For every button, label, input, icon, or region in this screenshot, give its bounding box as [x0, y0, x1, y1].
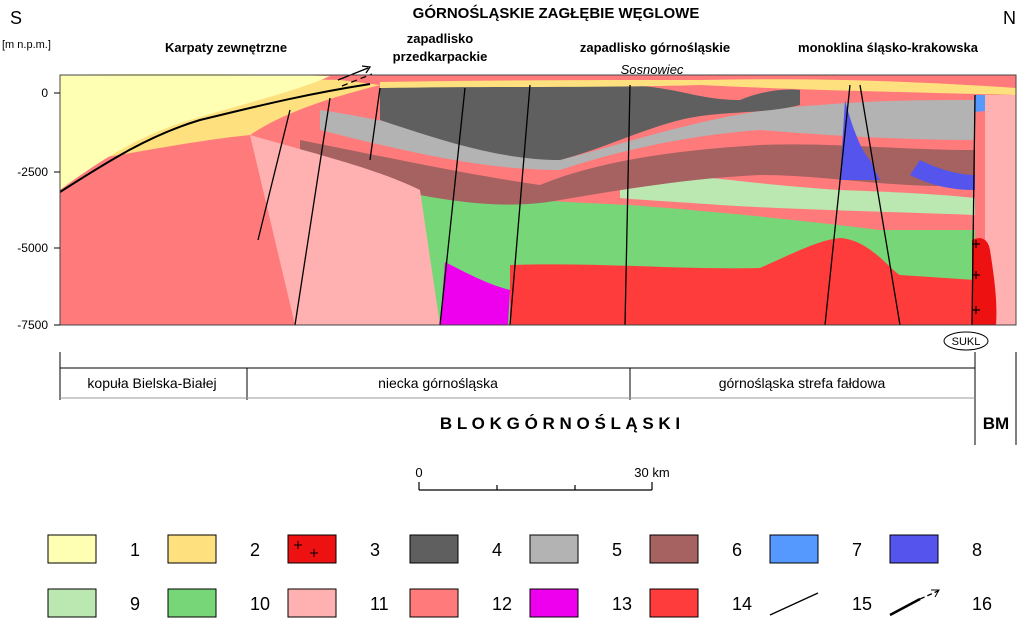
layer-13 [440, 262, 510, 325]
legend-number: 9 [130, 594, 140, 614]
y-tick-label: 0 [41, 86, 48, 100]
legend-item: 15 [769, 592, 872, 616]
legend-item: 1 [47, 534, 140, 564]
y-axis: 0 -2500 -5000 -7500 [17, 86, 60, 332]
y-tick-label: -7500 [17, 318, 48, 332]
sukl-label: SUKL [952, 336, 981, 348]
direction-south: S [10, 8, 22, 28]
label-zapadlisko-1: zapadlisko [407, 31, 474, 46]
sukl-badge [943, 331, 989, 351]
block-label: B L O K G Ó R N O Ś L Ą S K I [440, 414, 680, 433]
layer-6 [300, 140, 975, 205]
legend-item: 13 [529, 588, 632, 618]
legend-swatch [649, 588, 699, 618]
legend-number: 16 [972, 594, 992, 614]
layer-1 [60, 73, 330, 190]
section-frame [59, 74, 1017, 326]
legend-swatch [167, 534, 217, 564]
layer-4 [380, 83, 800, 160]
layer-3-intrusion [972, 238, 997, 325]
legend-item: 14 [649, 588, 752, 618]
legend-fault-symbol [769, 592, 819, 616]
legend-number: 10 [250, 594, 270, 614]
unit-strefa: górnośląska strefa fałdowa [719, 375, 886, 391]
layer-2-top [380, 79, 1016, 95]
y-tick-label: -2500 [17, 165, 48, 179]
layer-8-left [840, 100, 880, 180]
legend-item: 7 [769, 534, 862, 564]
legend-number: 12 [492, 594, 512, 614]
layer-11-left [250, 135, 440, 325]
layer-9 [620, 170, 975, 215]
legend-number: 11 [370, 594, 389, 614]
thrust-arrow [337, 65, 373, 87]
label-zapadlisko-2: przedkarpackie [393, 49, 488, 64]
legend-swatch [167, 588, 217, 618]
legend-swatch [529, 534, 579, 564]
legend: 1 2 3 4 5 6 7 89 10 11 12 13 14 15 16 [47, 534, 992, 618]
fault-lines [257, 84, 976, 326]
legend-item: 6 [649, 534, 742, 564]
legend-number: 2 [250, 540, 260, 560]
legend-swatch [529, 588, 579, 618]
scale-start: 0 [415, 465, 422, 480]
legend-item: 9 [47, 588, 140, 618]
legend-number: 6 [732, 540, 742, 560]
y-tick-label: -5000 [17, 241, 48, 255]
legend-number: 3 [370, 540, 380, 560]
legend-item: 5 [529, 534, 622, 564]
legend-swatch [409, 534, 459, 564]
legend-number: 8 [972, 540, 982, 560]
layer-14 [510, 238, 975, 325]
legend-swatch [287, 534, 337, 564]
legend-number: 14 [732, 594, 752, 614]
legend-thrust-symbol: 16 [889, 589, 992, 617]
layer-11-right [985, 95, 1016, 325]
legend-swatch [47, 588, 97, 618]
scale-end: 30 km [634, 465, 669, 480]
legend-swatch [47, 534, 97, 564]
legend-item: 12 [409, 588, 512, 618]
legend-swatch [409, 588, 459, 618]
legend-number: 15 [852, 594, 872, 614]
unit-kopula: kopuła Bielska-Białej [87, 375, 216, 391]
legend-number: 4 [492, 540, 502, 560]
y-axis-unit: [m n.p.m.] [2, 39, 51, 51]
bm-label: BM [983, 414, 1009, 433]
legend-swatch [649, 534, 699, 564]
legend-item: 10 [167, 588, 270, 618]
label-monoklina: monoklina śląsko-krakowska [798, 40, 979, 55]
layer-8-right [910, 160, 975, 190]
scale-bar: 0 30 km [415, 465, 670, 491]
label-zapadlisko-gornoslaskie: zapadlisko górnośląskie [580, 40, 730, 55]
tectonic-units: kopuła Bielska-Białej niecka górnośląska… [59, 352, 1017, 445]
legend-item: 11 [287, 588, 389, 618]
legend-item: 2 [167, 534, 260, 564]
legend-number: 13 [612, 594, 632, 614]
diagram-title: GÓRNOŚLĄSKIE ZAGŁĘBIE WĘGLOWE [413, 4, 700, 22]
direction-north: N [1003, 8, 1016, 28]
legend-item: 8 [889, 534, 982, 564]
label-sosnowiec: Sosnowiec [621, 62, 684, 77]
label-karpaty: Karpaty zewnętrzne [165, 40, 287, 55]
unit-niecka: niecka górnośląska [378, 375, 498, 391]
legend-swatch [769, 534, 819, 564]
layer-5 [320, 100, 975, 170]
legend-number: 5 [612, 540, 622, 560]
legend-number: 7 [852, 540, 862, 560]
legend-item: 4 [409, 534, 502, 564]
legend-number: 1 [130, 540, 140, 560]
legend-item: 3 [287, 534, 380, 564]
overthrust-line [59, 83, 371, 193]
cross-section [59, 65, 1017, 326]
legend-swatch [287, 588, 337, 618]
legend-swatch [889, 534, 939, 564]
